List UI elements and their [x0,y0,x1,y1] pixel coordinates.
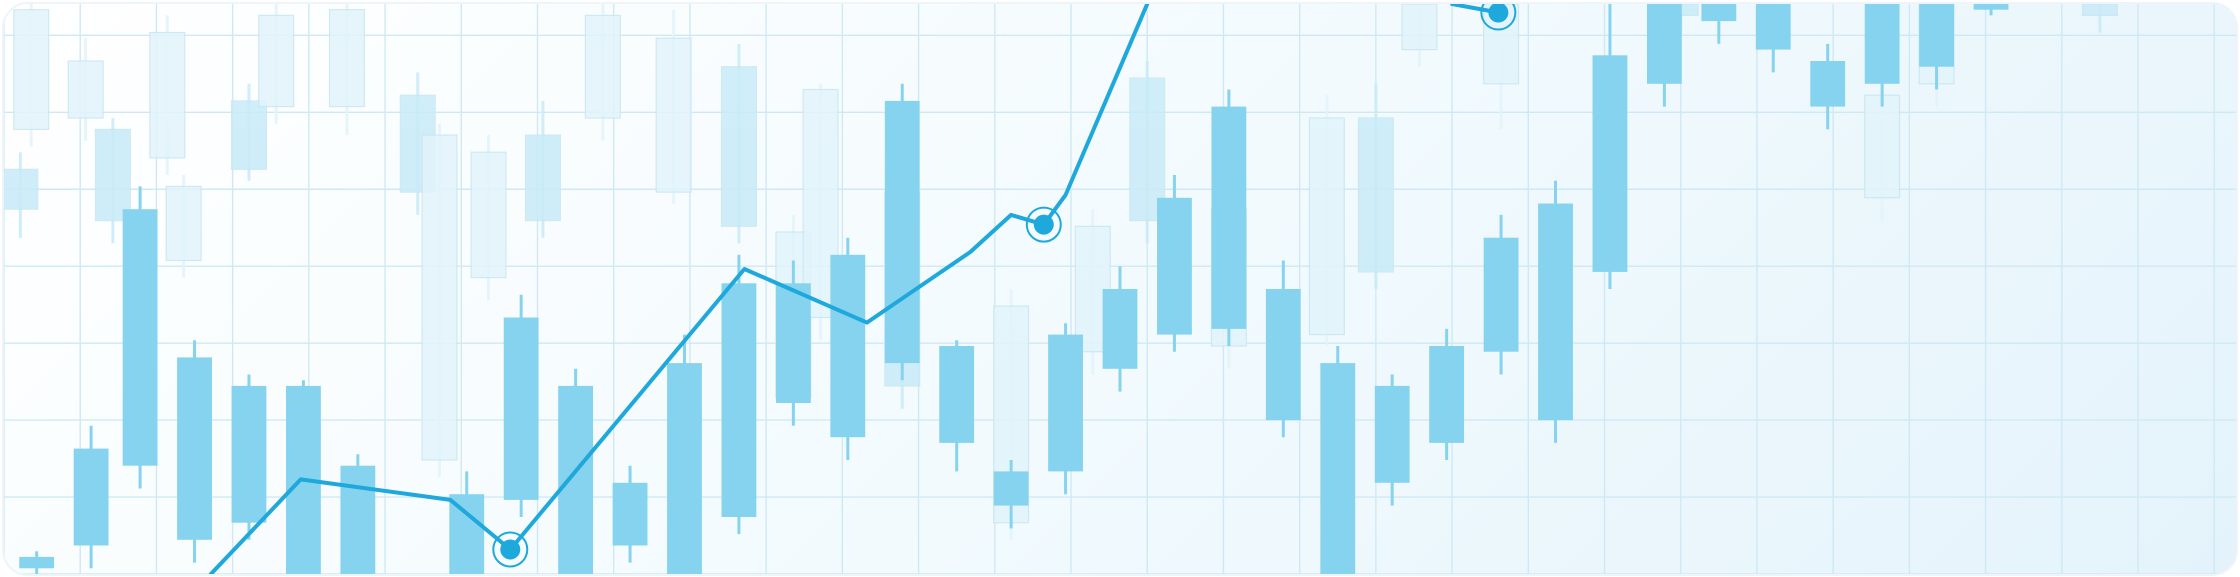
candle-body [73,448,109,546]
candle-body [421,134,458,461]
candle-body [19,556,55,569]
candle-body [584,14,621,119]
candle-body [1592,55,1628,272]
candle-body [655,37,692,193]
candle-body [1538,203,1573,421]
candle-body [230,100,267,170]
trend-marker-ring [1025,206,1062,243]
candle-body [667,363,702,574]
candle-body [449,494,485,574]
candle-body [1048,334,1083,472]
candle-body [1401,4,1438,51]
candle-body [1701,4,1737,22]
candle-body [470,151,507,279]
candle-body [1308,117,1345,336]
candle-body [720,66,757,227]
candle-body [165,185,202,262]
candle-body [503,317,539,500]
trend-marker-dot [1488,4,1509,23]
grid-layer [4,4,2236,574]
candle-body [939,346,975,443]
trend-marker-ring [492,531,529,568]
candle-body [1864,94,1901,199]
candle-body [884,100,920,364]
candle-body [721,283,757,517]
trend-marker-dot [1033,214,1054,235]
candle-body [67,60,104,119]
candle-body [524,134,561,222]
candle-body [558,385,594,574]
candle-body [1429,346,1465,443]
candle-body [258,14,295,108]
candle-body [177,357,212,540]
candle-body [328,9,365,108]
candle-body [340,465,376,574]
candle-body [1357,117,1394,273]
candle-body [1157,197,1192,335]
candle-body [612,482,648,546]
candle-body [775,283,811,403]
candle-body [94,128,131,222]
candle-body [1864,4,1900,84]
candle-body [13,9,50,130]
candlestick-chart [4,4,2236,574]
candle-body [830,254,866,438]
trend-marker-ring [1480,4,1517,31]
candle-body [4,168,39,210]
candle-body [1755,4,1791,50]
candle-body [1320,363,1356,574]
candle-body [149,31,186,159]
candle-body [1211,106,1247,329]
candle-body [122,209,158,466]
candle-body [1919,4,1955,67]
candle-body [1374,385,1410,483]
candle-body [1102,289,1138,369]
candle-body [1810,61,1846,107]
candle-body [1265,289,1301,421]
candle-body [1129,77,1166,222]
candle-body [231,385,267,523]
candle-body [993,471,1029,506]
candle-body [1973,4,2009,10]
foreground-candles [19,4,2009,574]
candle-body [1483,237,1519,352]
trend-line-layer [208,4,1517,574]
candle-body [1646,4,1682,84]
trend-line [208,4,1150,574]
candle-body [2081,4,2118,16]
trend-marker-dot [500,539,521,560]
